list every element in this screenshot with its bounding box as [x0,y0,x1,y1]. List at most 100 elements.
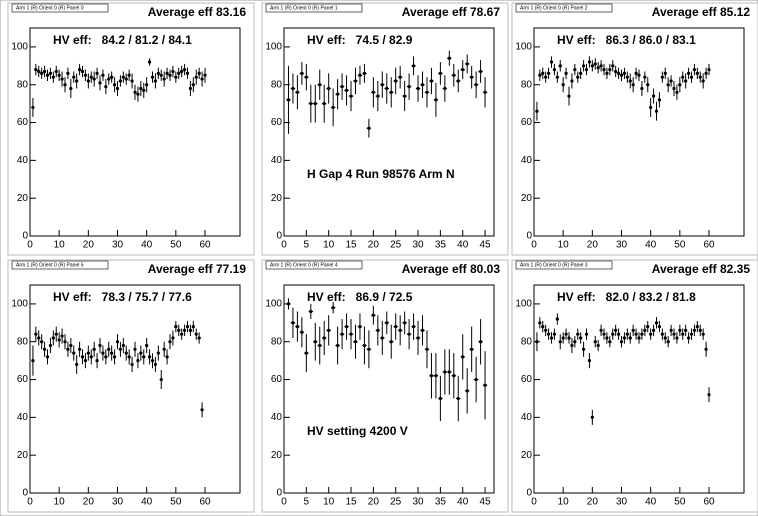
data-point [643,324,647,337]
data-point [701,73,705,89]
data-point [447,349,452,395]
data-point [552,328,557,340]
marker [587,60,592,64]
data-point [686,332,691,344]
data-point [608,336,612,348]
data-point [72,345,76,361]
x-tick-label: 15 [345,240,357,251]
data-point [704,67,708,80]
marker [686,71,691,75]
marker [336,343,340,348]
marker [48,343,53,348]
marker [602,332,606,336]
data-point [657,92,662,108]
marker [478,69,483,74]
marker [558,340,562,344]
x-tick-label: 40 [645,240,657,251]
pad-background [511,2,758,256]
data-point [447,50,452,66]
data-point [75,73,79,89]
data-point [45,349,50,365]
data-point [40,334,44,350]
marker [483,383,487,387]
pad-title: Average eff 77.19 [148,262,247,276]
data-point [168,69,172,81]
data-point [118,75,123,87]
marker [634,71,638,75]
data-point [406,73,412,100]
x-tick-label: 10 [558,497,570,508]
data-point [599,324,603,337]
data-point [695,67,699,80]
data-point [456,69,461,93]
pad: Arm 1 (R) Orient 0 (R) Panel 4 Average ef… [261,259,509,513]
marker [162,77,166,81]
data-point [286,65,291,134]
marker [407,85,411,89]
data-point [424,77,430,108]
marker [628,336,632,340]
marker [590,64,594,68]
marker [637,336,641,340]
pad: Arm 1 (R) Orient 0 (R) Panel 1 Average ef… [261,2,509,256]
marker [171,336,175,340]
marker [555,75,559,79]
marker [37,69,41,74]
data-point [203,67,207,83]
annotation: H Gap 4 Run 98576 Arm N [307,167,455,181]
data-point [660,71,664,83]
x-tick-label: 40 [141,240,153,251]
data-point [692,63,697,76]
x-tick-label: 0 [27,497,33,508]
marker [80,355,85,359]
data-point [185,67,190,80]
marker [672,86,676,91]
data-point [37,65,41,78]
data-point [34,326,38,342]
data-point [478,60,483,83]
data-point [366,118,372,138]
marker [657,325,662,329]
data-point [478,319,483,365]
marker [130,79,134,83]
data-point [587,353,592,369]
data-point [147,349,152,365]
marker [385,86,389,91]
marker [579,71,583,75]
marker [605,336,609,340]
marker [371,90,375,94]
marker [191,83,195,87]
marker [701,79,705,83]
marker [313,340,317,344]
data-point [654,317,659,329]
x-tick-label: 35 [435,240,447,251]
marker [318,83,322,87]
marker [171,69,175,74]
marker [159,377,163,382]
data-point [581,341,586,357]
marker [194,332,198,336]
marker [127,73,131,77]
data-point [596,339,600,352]
marker [546,332,551,336]
marker [174,75,178,79]
data-point [182,324,187,337]
data-point [54,326,58,342]
frame [533,27,745,237]
y-tick-label: 40 [521,412,533,423]
data-point [344,313,349,340]
x-tick-label: 30 [412,240,424,251]
label-box [515,3,613,13]
x-tick-label: 10 [558,240,570,251]
data-point [339,319,345,350]
marker [614,69,618,74]
marker [286,98,291,102]
data-point [546,67,551,80]
marker [191,325,195,329]
marker [168,340,172,344]
marker [139,351,143,355]
marker [185,71,190,75]
marker [692,68,697,72]
x-tick-label: 50 [170,240,182,251]
marker [692,328,697,332]
